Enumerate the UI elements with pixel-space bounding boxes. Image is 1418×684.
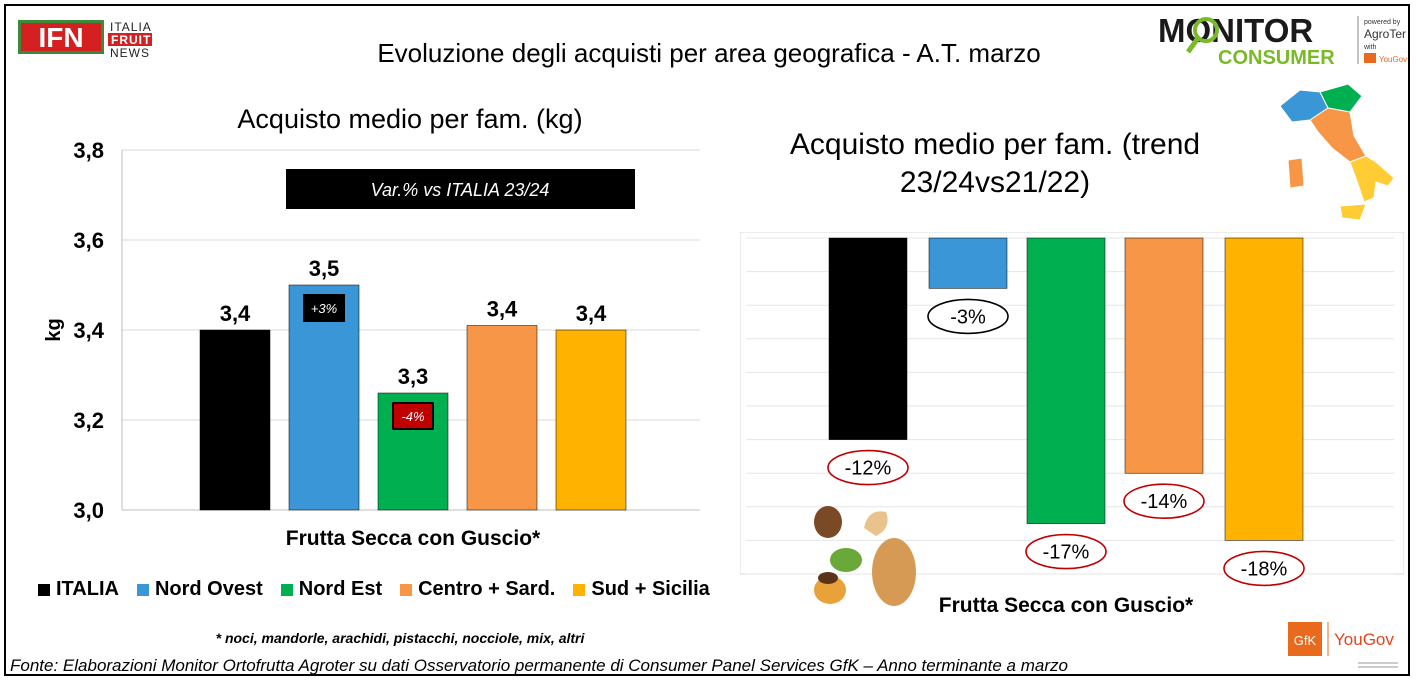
legend-swatch-nord-ovest (136, 583, 149, 596)
bar-italia (199, 329, 271, 511)
gfk-text: GfK (1294, 633, 1317, 648)
nuts-icon (806, 502, 926, 617)
trend-label-nord-ovest: -3% (950, 306, 986, 328)
data-label-italia: 3,4 (220, 301, 251, 326)
monitor-consumer-logo: MONITOR CONSUMER powered by AgroTer with… (1158, 12, 1408, 73)
magnifier-icon (1193, 17, 1219, 43)
trend-label-centro: -14% (1141, 491, 1188, 513)
trend-label-bubble-nord-est (1025, 533, 1107, 570)
monitor-logo-line1: MONITOR (1158, 12, 1313, 49)
legend-item-nord-ovest: Nord Ovest (136, 578, 263, 601)
trend-label-bubble-centro (1123, 483, 1205, 520)
ifn-logo-line2: FRUIT (111, 33, 151, 47)
bar-nord-ovest (288, 284, 360, 511)
data-label-nord-ovest: 3,5 (309, 256, 340, 281)
legend-label-nord-est: Nord Est (298, 578, 383, 600)
trend-x-axis-label: Frutta Secca con Guscio* (939, 594, 1194, 617)
y-tick-label: 3,6 (73, 228, 104, 253)
legend-swatch-centro (400, 583, 413, 596)
yougov-small-text: YouGov (1379, 55, 1407, 64)
trend-label-nord-est: -17% (1043, 542, 1090, 564)
powered-by-text: powered by (1364, 19, 1401, 26)
var-label-nord-ovest: +3% (311, 301, 337, 316)
legend-item-sud: Sud + Sicilia (573, 578, 710, 601)
annotation-box (286, 169, 635, 209)
legend-item-centro: Centro + Sard. (400, 578, 555, 601)
trend-bar-nord-ovest (928, 237, 1008, 289)
bar-centro (466, 325, 538, 511)
y-tick-label: 3,2 (73, 408, 104, 433)
x-axis-label: Frutta Secca con Guscio* (286, 527, 541, 550)
legend-swatch-sud (573, 583, 586, 596)
right-chart-title: Acquisto medio per fam. (trend 23/24vs21… (789, 128, 1201, 199)
var-badge-nord-ovest (303, 294, 345, 322)
legend-swatch-italia (38, 583, 50, 596)
data-label-sud: 3,4 (576, 301, 607, 326)
trend-label-bubble-italia (827, 449, 909, 486)
ifn-logo-text: IFN (38, 22, 83, 53)
legend: ITALIA Nord Ovest Nord Est Centro + Sard… (38, 578, 710, 601)
gfk-yougov-logo: GfK YouGov (1288, 618, 1404, 675)
left-chart-title: Acquisto medio per fam. (kg) (237, 104, 583, 134)
legend-label-centro: Centro + Sard. (418, 578, 556, 600)
legend-swatch-nord-est (280, 583, 293, 596)
legend-item-italia: ITALIA (38, 578, 119, 601)
trend-label-bubble-sud (1223, 550, 1305, 587)
ifn-logo: IFN ITALIA FRUIT NEWS (18, 16, 168, 65)
with-text: with (1363, 44, 1377, 51)
trend-bar-centro (1124, 237, 1204, 474)
footnote: * noci, mandorle, arachidi, pistacchi, n… (215, 630, 585, 646)
annotation-box-text: Var.% vs ITALIA 23/24 (371, 180, 550, 200)
agroter-text: AgroTer (1364, 27, 1406, 41)
bar-sud (555, 329, 627, 511)
left-bar-chart: 3,0 3,2 3,4 3,6 3,8 kg Frutta Secca con Guscio… (43, 140, 700, 550)
data-label-centro: 3,4 (487, 297, 518, 322)
data-label-nord-est: 3,3 (398, 364, 429, 389)
y-tick-label: 3,8 (73, 140, 104, 163)
legend-item-nord-est: Nord Est (280, 578, 383, 601)
legend-label-sud: Sud + Sicilia (591, 578, 710, 600)
italy-map-icon (1270, 78, 1400, 233)
y-tick-label: 3,4 (73, 318, 104, 343)
yougov-text: YouGov (1334, 630, 1394, 649)
source-note: Fonte: Elaborazioni Monitor Ortofrutta A… (10, 656, 1068, 675)
var-badge-nord-est (392, 402, 434, 430)
main-title: Evoluzione degli acquisti per area geogr… (377, 38, 1041, 68)
legend-label-italia: ITALIA (56, 578, 119, 600)
trend-label-bubble-nord-ovest (927, 298, 1009, 335)
var-label-nord-est: -4% (401, 409, 424, 424)
y-tick-label: 3,0 (73, 498, 104, 523)
monitor-logo-line2: CONSUMER (1218, 47, 1335, 68)
y-axis-label: kg (43, 318, 65, 341)
trend-label-sud: -18% (1241, 558, 1288, 580)
trend-bar-sud (1224, 237, 1304, 541)
ifn-logo-line3: NEWS (110, 46, 150, 60)
ifn-logo-line1: ITALIA (110, 20, 152, 34)
trend-label-italia: -12% (845, 458, 892, 480)
trend-bar-italia (828, 237, 908, 440)
right-bar-chart: -12% -3% -17% -14% -18% Frutta Secca con Gusc… (740, 232, 1404, 617)
trend-bar-nord-est (1026, 237, 1106, 524)
legend-label-nord-ovest: Nord Ovest (154, 578, 263, 600)
